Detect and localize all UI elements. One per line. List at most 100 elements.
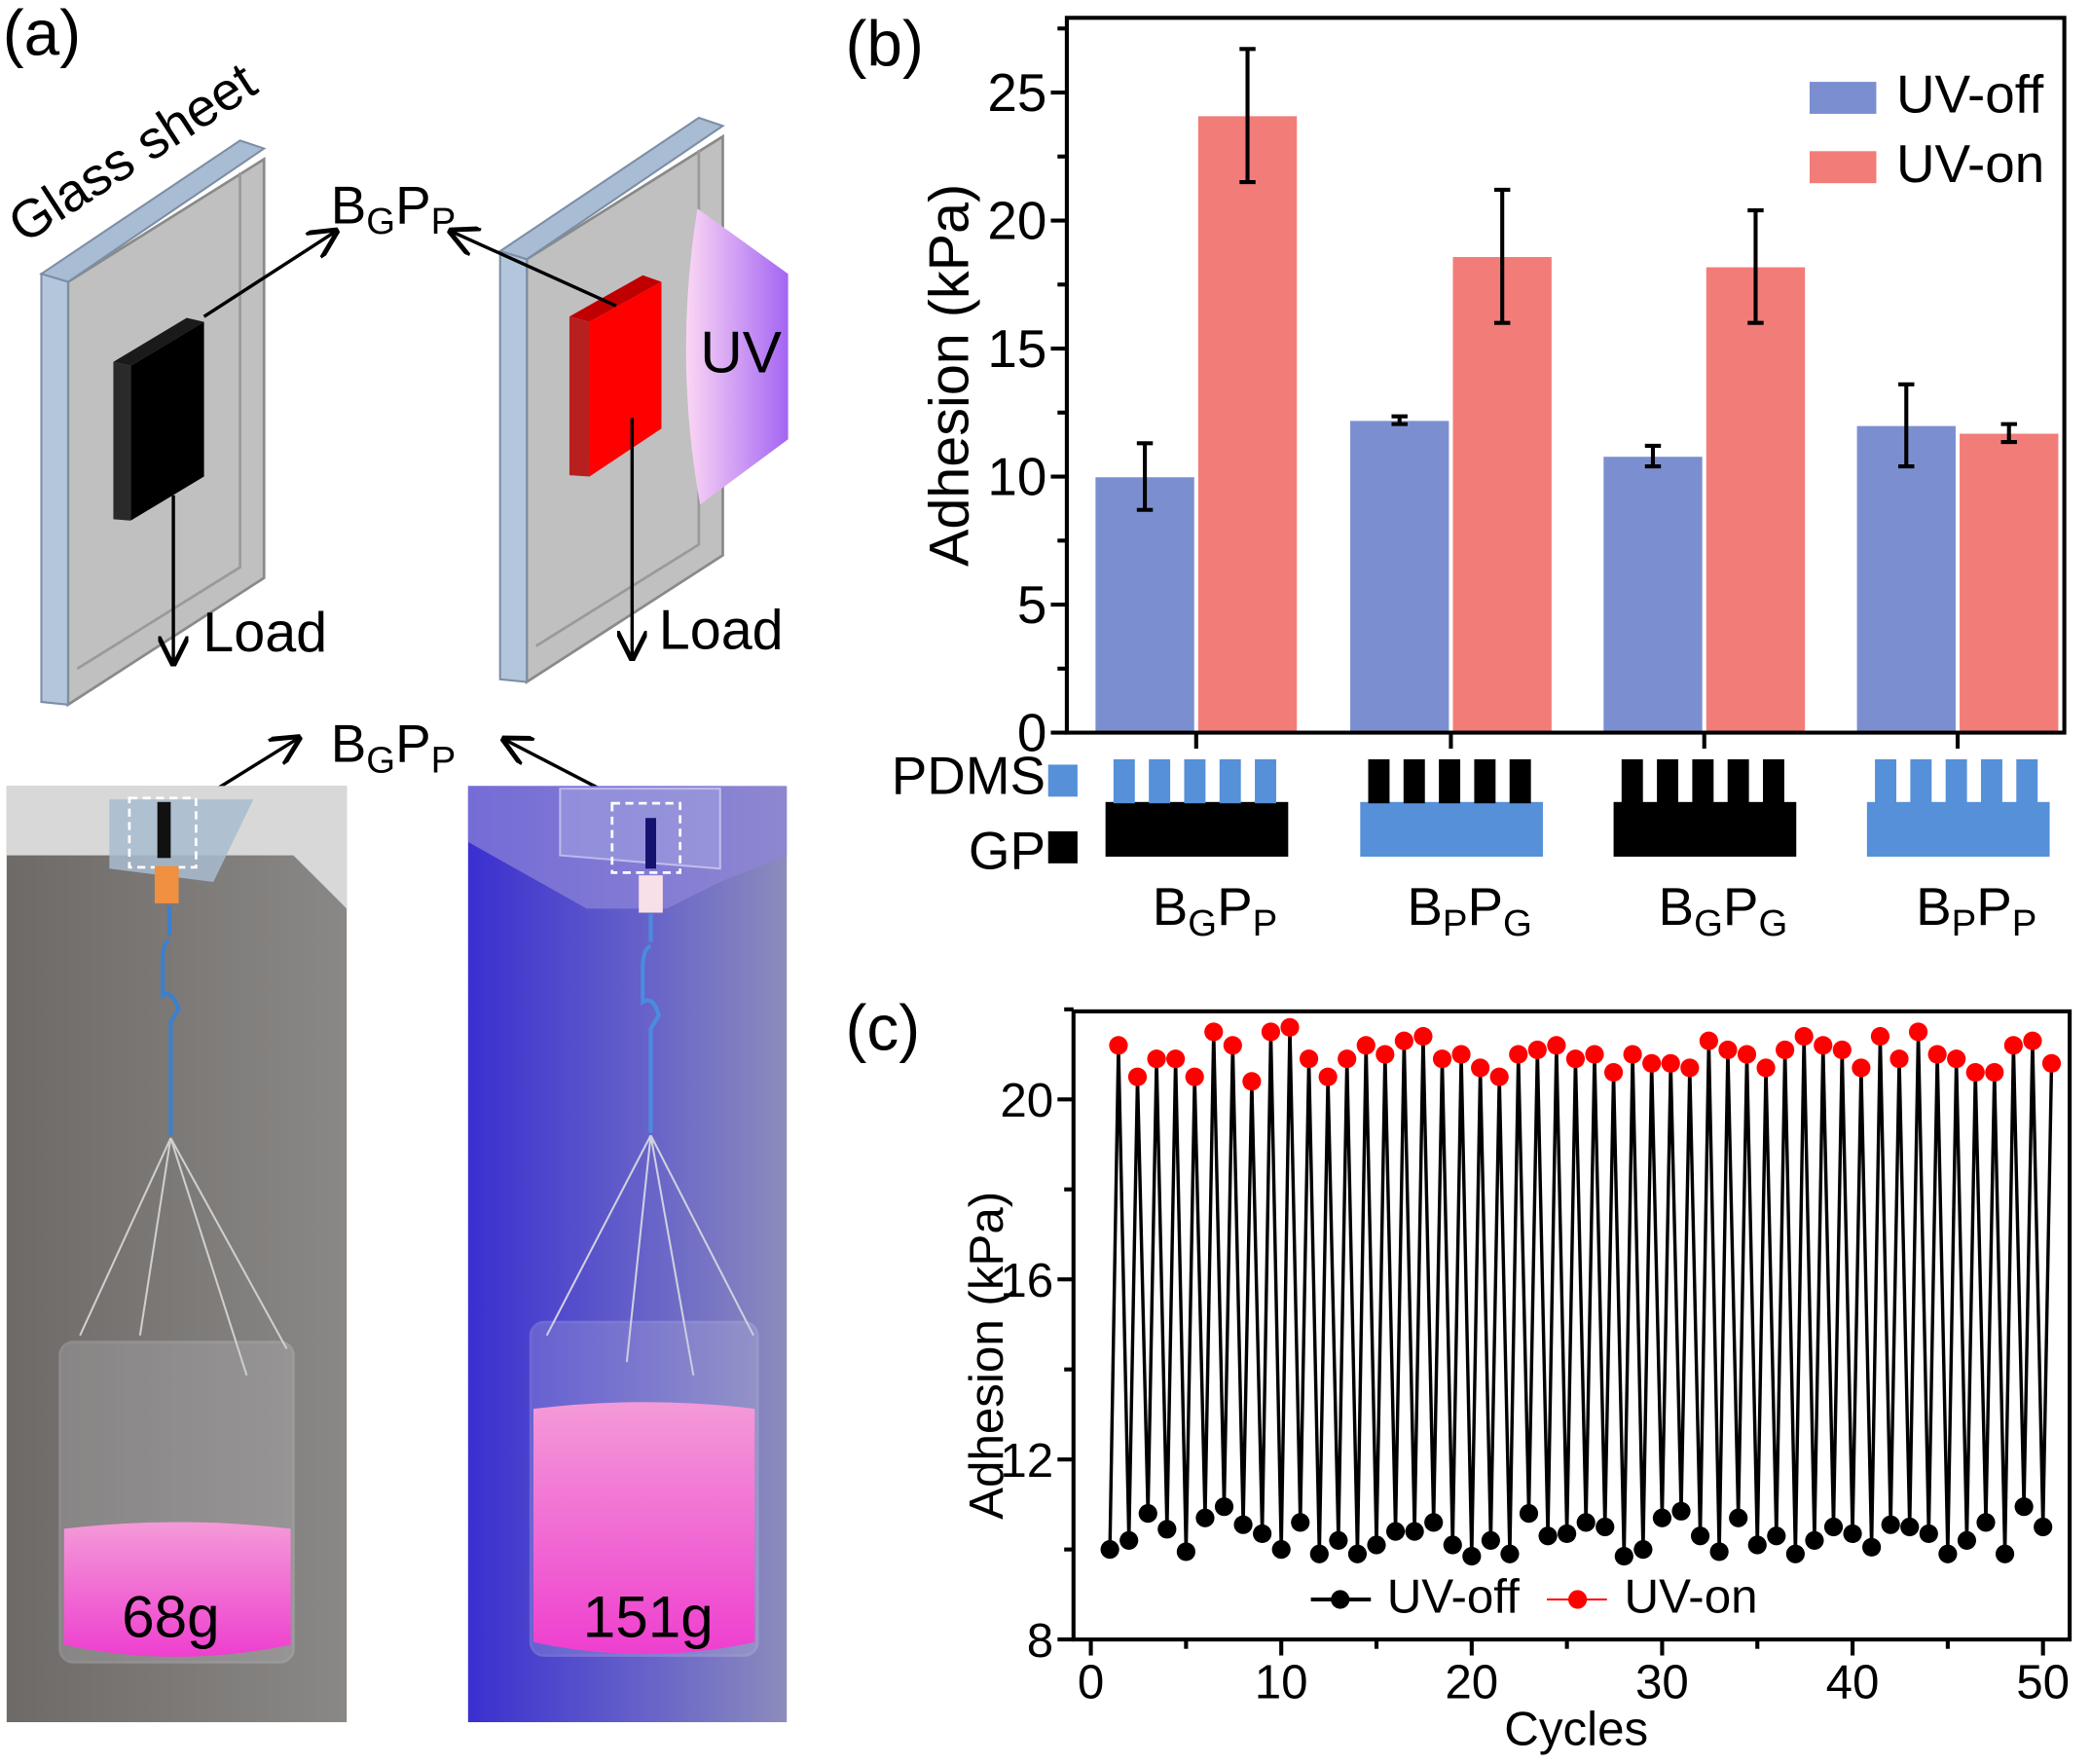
- y-axis: 0 5 10 15 20 25: [987, 26, 1961, 763]
- label-letter: P: [395, 174, 431, 235]
- point-uv-off: [1481, 1530, 1500, 1550]
- label-letter: P: [395, 714, 431, 774]
- x-tick-label: 20: [1445, 1655, 1498, 1709]
- point-uv-on: [1794, 1026, 1814, 1047]
- label-letter: P: [1468, 876, 1504, 937]
- point-uv-on: [1737, 1045, 1757, 1064]
- base-layer: [1866, 801, 2050, 857]
- point-uv-on: [1870, 1026, 1890, 1047]
- legend: UV-off UV-on: [1809, 64, 2044, 194]
- legend-marker-uv-off: [1331, 1590, 1350, 1609]
- x-tick-label: 0: [1078, 1655, 1104, 1709]
- base-layer: [1105, 801, 1289, 857]
- point-uv-on: [1147, 1049, 1166, 1069]
- point-uv-on: [1908, 1022, 1928, 1042]
- plot-frame: [1071, 1009, 2073, 1642]
- photo-uv-on: 151g: [467, 786, 788, 1723]
- pillar: [1184, 758, 1206, 804]
- point-uv-off: [1596, 1517, 1615, 1537]
- point-uv-on: [1223, 1036, 1242, 1055]
- point-uv-off: [1995, 1544, 2015, 1563]
- plot-frame: [1064, 16, 2067, 735]
- category-label: BGPP: [1153, 876, 1278, 944]
- point-uv-off: [1329, 1530, 1348, 1550]
- point-uv-on: [1261, 1022, 1281, 1042]
- bar-uv-off-BGPP: [1094, 475, 1196, 734]
- point-uv-off: [1271, 1540, 1291, 1560]
- highlight-box-right: [610, 801, 682, 874]
- point-uv-on: [1814, 1036, 1833, 1055]
- point-uv-off: [1253, 1524, 1272, 1544]
- point-uv-on: [1889, 1049, 1909, 1069]
- y-tick-label: 10: [987, 447, 1046, 507]
- point-uv-on: [1623, 1045, 1642, 1064]
- point-uv-off: [1709, 1542, 1729, 1562]
- pillar: [1763, 758, 1784, 804]
- y-tick-label: 25: [987, 62, 1046, 123]
- point-uv-off: [1576, 1513, 1596, 1532]
- y-axis-label: Adhesion (kPa): [960, 1192, 1013, 1520]
- pillar: [1621, 758, 1643, 804]
- highlight-box-left: [128, 796, 198, 869]
- y-tick-label: 12: [1000, 1434, 1053, 1488]
- point-uv-off: [1957, 1530, 1977, 1550]
- subscript: G: [366, 201, 395, 242]
- point-uv-off: [1347, 1544, 1368, 1563]
- bar-group: [1094, 47, 2060, 734]
- photo-uv-off: 68g: [6, 786, 348, 1723]
- subscript: G: [1503, 902, 1532, 944]
- adhesive-block-red: [569, 275, 662, 477]
- pillar: [1692, 758, 1714, 804]
- point-uv-off: [1233, 1515, 1253, 1534]
- legend-marker-uv-on: [1568, 1590, 1588, 1609]
- material-swatch-pdms: [1047, 764, 1078, 797]
- subscript: G: [1758, 902, 1787, 944]
- error-bar: [1644, 443, 1662, 469]
- x-tick-label: 40: [1826, 1655, 1880, 1709]
- panel-c-label: (c): [846, 992, 921, 1064]
- point-uv-off: [1614, 1546, 1633, 1566]
- point-uv-off: [1652, 1508, 1672, 1527]
- weight-label-left: 68g: [122, 1583, 220, 1649]
- point-uv-on: [1527, 1040, 1547, 1060]
- point-uv-off: [1462, 1546, 1482, 1566]
- label-letter: B: [1659, 876, 1695, 937]
- subscript: G: [366, 740, 395, 782]
- arrow-to-label-left: [202, 231, 337, 318]
- point-uv-on: [1127, 1067, 1148, 1086]
- x-tick-label: 10: [1255, 1655, 1308, 1709]
- structure-BPPG: [1360, 758, 1543, 857]
- point-uv-on: [1927, 1045, 1947, 1064]
- cycle-line: [1108, 1027, 2054, 1557]
- point-uv-on: [1451, 1045, 1471, 1064]
- point-uv-off: [1785, 1544, 1805, 1563]
- point-uv-on: [2003, 1036, 2023, 1055]
- legend-label: UV-on: [1625, 1570, 1758, 1624]
- label-letter: P: [1976, 876, 2012, 937]
- error-bar: [1747, 207, 1764, 325]
- category-label: BPPP: [1916, 876, 2036, 944]
- point-uv-off: [1100, 1540, 1119, 1560]
- label-letter: P: [1723, 876, 1759, 937]
- point-uv-off: [1443, 1535, 1462, 1555]
- point-uv-on: [2041, 1053, 2062, 1073]
- subscript: P: [2012, 902, 2037, 944]
- y-tick-label: 8: [1027, 1614, 1053, 1668]
- error-bar: [1136, 441, 1154, 512]
- point-uv-on: [1185, 1067, 1204, 1086]
- point-uv-on: [1280, 1017, 1300, 1037]
- subscript: P: [431, 201, 457, 242]
- point-uv-on: [1947, 1049, 1966, 1069]
- pillar: [1219, 758, 1241, 804]
- point-uv-off: [2014, 1497, 2034, 1517]
- arrow-to-label-right: [451, 231, 617, 308]
- load-label-right: Load: [659, 599, 784, 661]
- panel-c: (c) Adhesion (kPa) Cycles 8 12 16 20 0 10 20 30…: [846, 992, 2073, 1755]
- sample-label-top: BGPP: [331, 174, 457, 242]
- point-uv-on: [1356, 1036, 1376, 1055]
- pillar: [1509, 758, 1531, 804]
- point-uv-on: [1832, 1040, 1852, 1060]
- point-uv-on: [1565, 1049, 1586, 1069]
- label-letter: B: [1153, 876, 1189, 937]
